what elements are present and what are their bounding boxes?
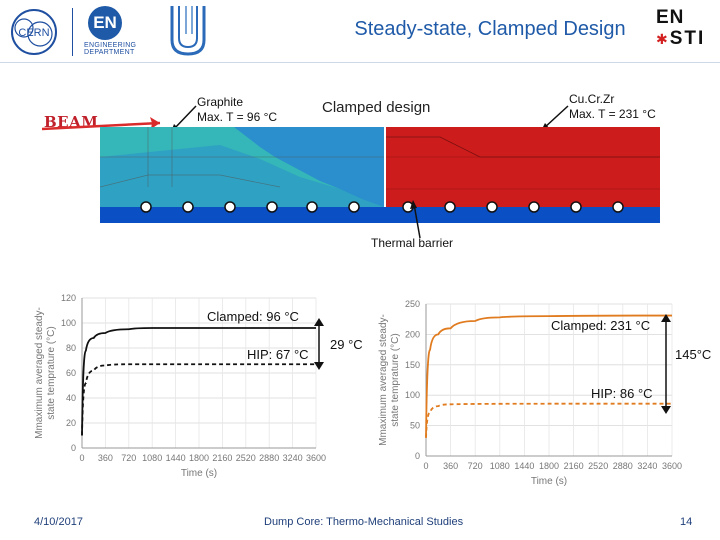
x-tick-label: 1800 xyxy=(539,461,559,471)
y-tick-label: 60 xyxy=(66,368,76,378)
thermal-barrier-pointer xyxy=(410,200,421,239)
star-icon: ✱ xyxy=(656,30,668,47)
series-line-hip xyxy=(81,363,316,436)
cucrzr-label-temp: Max. T = 231 °C xyxy=(569,107,656,121)
y-tick-label: 0 xyxy=(415,451,420,461)
graphite-label-temp: Max. T = 96 °C xyxy=(197,110,278,124)
en-logo: EN ENGINEERING DEPARTMENT xyxy=(84,6,144,58)
y-axis-label: Mmaximum averaged steady-state tempratur… xyxy=(378,314,401,446)
x-tick-label: 1440 xyxy=(166,453,186,463)
x-tick-label: 720 xyxy=(468,461,483,471)
footer-date: 4/10/2017 xyxy=(34,516,83,528)
clamped-design-label: Clamped design xyxy=(322,99,431,116)
cucrzr-label-name: Cu.Cr.Zr xyxy=(569,92,615,106)
y-tick-label: 0 xyxy=(71,443,76,453)
university-logo xyxy=(168,4,208,58)
x-tick-label: 360 xyxy=(443,461,458,471)
cucrzr-label: Cu.Cr.Zr Max. T = 231 °C xyxy=(569,92,656,122)
x-tick-label: 1440 xyxy=(514,461,534,471)
beam-arrow xyxy=(41,117,161,131)
y-tick-label: 80 xyxy=(66,343,76,353)
x-tick-label: 720 xyxy=(121,453,136,463)
y-tick-label: 100 xyxy=(61,318,76,328)
cooling-channel-strip xyxy=(100,207,660,223)
page-title: Steady-state, Clamped Design xyxy=(354,18,626,40)
x-tick-label: 0 xyxy=(79,453,84,463)
y-tick-label: 50 xyxy=(410,421,420,431)
series-line-clamped xyxy=(425,314,673,438)
x-tick-label: 3600 xyxy=(662,461,682,471)
cern-logo-text: CERN xyxy=(18,27,49,39)
y-axis-label: Mmaximum averaged steady-state tempratur… xyxy=(34,307,57,439)
x-tick-label: 2880 xyxy=(613,461,633,471)
en-logo-badge: EN xyxy=(88,6,122,40)
copper-block xyxy=(386,127,660,207)
x-tick-label: 2160 xyxy=(564,461,584,471)
x-tick-label: 1080 xyxy=(142,453,162,463)
graphite-label-name: Graphite xyxy=(197,95,244,109)
delta-left-label: 29 °C xyxy=(330,337,363,352)
series-line-clamped xyxy=(81,327,316,436)
x-axis-label: Time (s) xyxy=(531,476,567,487)
ensti-logo-bottom: STI xyxy=(669,28,706,49)
en-logo-line2: DEPARTMENT xyxy=(84,49,135,56)
x-tick-label: 1800 xyxy=(189,453,209,463)
x-tick-label: 2520 xyxy=(588,461,608,471)
x-axis-label: Time (s) xyxy=(181,468,217,479)
footer-title: Dump Core: Thermo-Mechanical Studies xyxy=(264,516,464,528)
x-tick-label: 2520 xyxy=(236,453,256,463)
y-tick-label: 120 xyxy=(61,293,76,303)
x-tick-label: 360 xyxy=(98,453,113,463)
chart-right: 0 50 100 150 200 250 0 360 720 1080 1440 1800 2160 25… xyxy=(378,299,682,487)
delta-right-label: 145°C xyxy=(675,347,712,362)
thermal-barrier-label: Thermal barrier xyxy=(371,236,454,250)
right-annot-clamped: Clamped: 231 °C xyxy=(551,318,651,333)
ensti-logo-top: EN xyxy=(656,7,685,28)
y-tick-label: 20 xyxy=(66,418,76,428)
x-tick-label: 3240 xyxy=(283,453,303,463)
x-tick-label: 0 xyxy=(423,461,428,471)
divider xyxy=(72,8,73,56)
x-tick-label: 3240 xyxy=(637,461,657,471)
x-tick-label: 2880 xyxy=(259,453,279,463)
y-tick-label: 40 xyxy=(66,393,76,403)
delta-arrow-right xyxy=(661,314,671,414)
graphite-label: Graphite Max. T = 96 °C xyxy=(197,95,277,125)
y-tick-label: 150 xyxy=(405,360,420,370)
y-tick-label: 200 xyxy=(405,329,420,339)
header-divider xyxy=(0,62,720,63)
cross-section-diagram xyxy=(100,127,660,223)
x-tick-label: 2160 xyxy=(212,453,232,463)
left-annot-hip: HIP: 67 °C xyxy=(247,347,309,362)
ensti-logo: EN ✱ STI xyxy=(656,8,712,56)
x-tick-label: 3600 xyxy=(306,453,326,463)
y-tick-label: 100 xyxy=(405,390,420,400)
x-tick-label: 1080 xyxy=(490,461,510,471)
chart-left: 0 20 40 60 80 100 120 0 360 720 1080 1440 1800 2160 25… xyxy=(34,293,326,479)
y-tick-label: 250 xyxy=(405,299,420,309)
en-logo-line1: ENGINEERING xyxy=(84,42,137,49)
page-number: 14 xyxy=(680,516,693,528)
cern-logo: CERN xyxy=(6,6,62,58)
right-annot-hip: HIP: 86 °C xyxy=(591,386,653,401)
delta-arrow-left xyxy=(314,318,324,370)
left-annot-clamped: Clamped: 96 °C xyxy=(207,309,299,324)
